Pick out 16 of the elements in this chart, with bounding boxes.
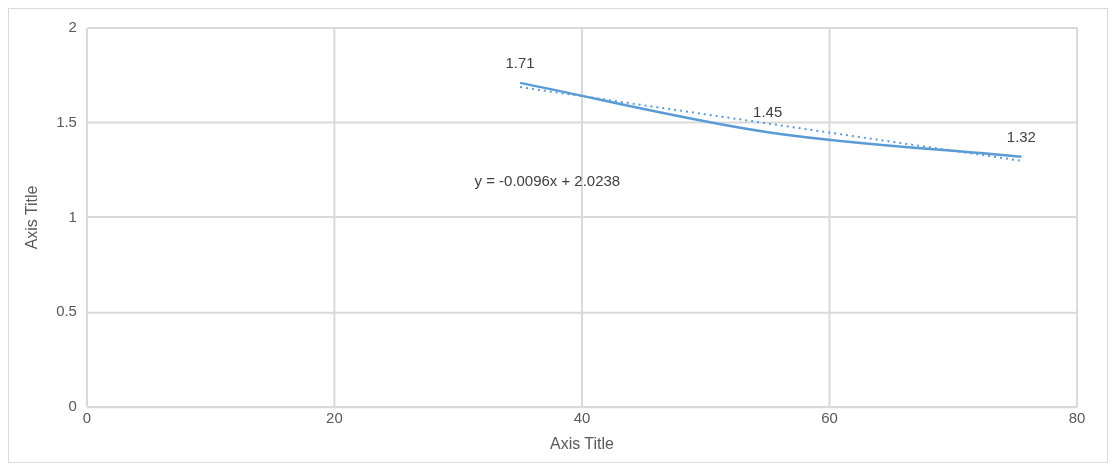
annotation: y = -0.0096x + 2.0238: [474, 171, 621, 189]
y-tick-label: 1: [68, 207, 77, 225]
x-tick-label: 60: [821, 409, 838, 427]
data-label: 1.32: [1006, 127, 1036, 145]
x-tick-label: 40: [573, 409, 591, 427]
y-tick-label: 0: [68, 397, 77, 415]
y-axis-title: Axis Title: [22, 185, 40, 250]
data-label: 1.45: [753, 102, 783, 120]
y-tick-label: 2: [68, 18, 77, 36]
x-tick-label: 20: [326, 409, 343, 427]
x-tick-label: 0: [82, 409, 92, 427]
data-label: 1.71: [505, 53, 535, 71]
y-tick-label: 1.5: [56, 112, 77, 130]
x-axis-title: Axis Title: [550, 434, 615, 452]
y-tick-label: 0.5: [56, 302, 77, 320]
x-tick-label: 80: [1068, 409, 1086, 427]
